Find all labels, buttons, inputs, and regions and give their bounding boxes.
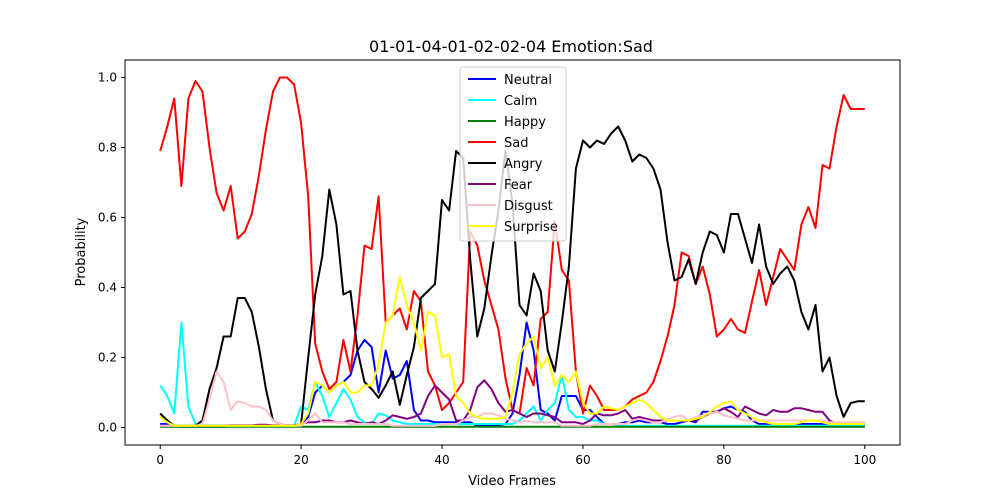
chart-title: 01-01-04-01-02-02-04 Emotion:Sad [369, 37, 653, 56]
legend-label: Sad [504, 136, 528, 151]
series-line-surprise [159, 276, 865, 427]
legend-label: Happy [504, 115, 546, 130]
axes-layer: 0 20 40 60 80 100 0.0 0.2 0.4 0.6 0.8 1.0 [98, 59, 901, 467]
series-line-disgust [160, 370, 865, 427]
y-tick-label: 0.8 [98, 141, 117, 155]
y-tick-label: 1.0 [98, 71, 117, 85]
y-axis-label: Probability [74, 217, 89, 286]
legend-label: Surprise [504, 220, 558, 235]
axes-frame [124, 59, 901, 446]
x-tick-label: 80 [716, 453, 731, 467]
y-tick-label: 0.4 [98, 281, 117, 295]
legend-label: Calm [504, 94, 537, 109]
series-layer [159, 76, 865, 428]
y-tick-label: 0.6 [98, 211, 117, 225]
legend-label: Angry [504, 157, 543, 172]
x-axis-label: Video Frames [468, 474, 556, 489]
legend: Neutral Calm Happy Sad Angry Fear Disgust Surpr… [459, 66, 567, 242]
legend-box [459, 66, 567, 242]
x-tick-label: 40 [434, 453, 449, 467]
legend-label: Disgust [504, 199, 553, 214]
x-tick-label: 0 [156, 453, 164, 467]
x-tick-label: 20 [293, 453, 308, 467]
y-tick-label: 0.0 [98, 421, 117, 435]
legend-label: Neutral [504, 73, 552, 88]
legend-label: Fear [504, 178, 533, 193]
y-tick-label: 0.2 [98, 351, 117, 365]
x-tick-label: 60 [575, 453, 590, 467]
x-tick-label: 100 [853, 453, 876, 467]
